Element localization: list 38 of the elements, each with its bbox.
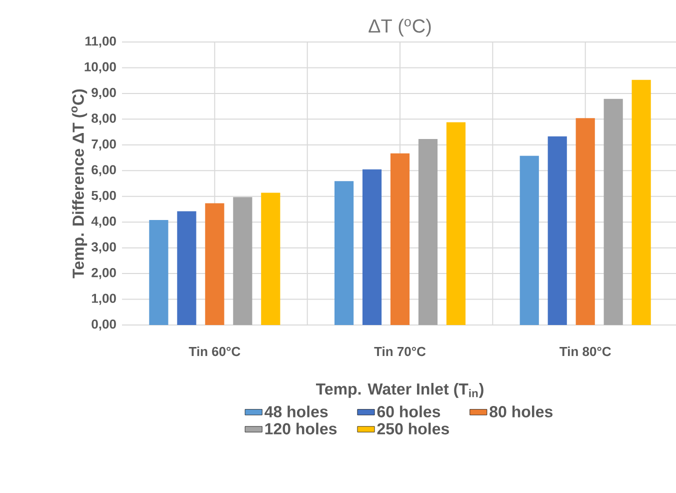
bar bbox=[261, 192, 280, 325]
y-tick-label: 10,00 bbox=[84, 62, 116, 74]
bar bbox=[149, 220, 168, 325]
y-tick-label: 6,00 bbox=[92, 165, 116, 176]
bar bbox=[446, 122, 466, 325]
legend-label: 80 holes bbox=[490, 406, 552, 418]
y-tick-label: 1,00 bbox=[92, 294, 116, 305]
bar bbox=[362, 169, 382, 325]
chart-title: ΔT ($^{o}$C) bbox=[368, 18, 431, 36]
y-tick-label: 11,00 bbox=[85, 36, 116, 48]
y-axis-title: Temp. Difference ΔT ($^{o}$C) bbox=[71, 89, 88, 278]
bar bbox=[632, 80, 651, 325]
y-tick-label: 2,00 bbox=[92, 268, 116, 280]
legend-label: 120 holes bbox=[265, 422, 337, 434]
y-tick-label: 0,00 bbox=[92, 319, 116, 331]
bar bbox=[233, 197, 252, 325]
y-tick-label: 3,00 bbox=[91, 242, 116, 254]
bar bbox=[604, 98, 623, 325]
y-tick-label: 9,00 bbox=[92, 88, 116, 99]
legend-label: 250 holes bbox=[377, 422, 449, 434]
bar bbox=[576, 118, 595, 325]
bar bbox=[418, 138, 438, 325]
y-tick-label: 7,00 bbox=[92, 139, 116, 150]
bar bbox=[177, 211, 196, 325]
legend-label: 60 holes bbox=[377, 406, 440, 418]
x-tick-label: Tin 70°C bbox=[374, 346, 426, 356]
bar bbox=[520, 156, 539, 325]
y-tick-label: 8,00 bbox=[92, 114, 116, 125]
legend-label: 48 holes bbox=[264, 406, 328, 418]
y-tick-label: 4,00 bbox=[91, 216, 116, 228]
x-tick-label: Tin 80°C bbox=[560, 346, 611, 356]
x-axis-title: Temp. Water Inlet (T$_{in}$) bbox=[316, 382, 484, 398]
bar bbox=[548, 136, 567, 325]
x-tick-label: Tin 60°C bbox=[188, 346, 240, 356]
bar bbox=[205, 203, 224, 325]
y-tick-label: 5,00 bbox=[92, 190, 116, 202]
bar bbox=[334, 181, 354, 325]
bar bbox=[390, 153, 410, 325]
